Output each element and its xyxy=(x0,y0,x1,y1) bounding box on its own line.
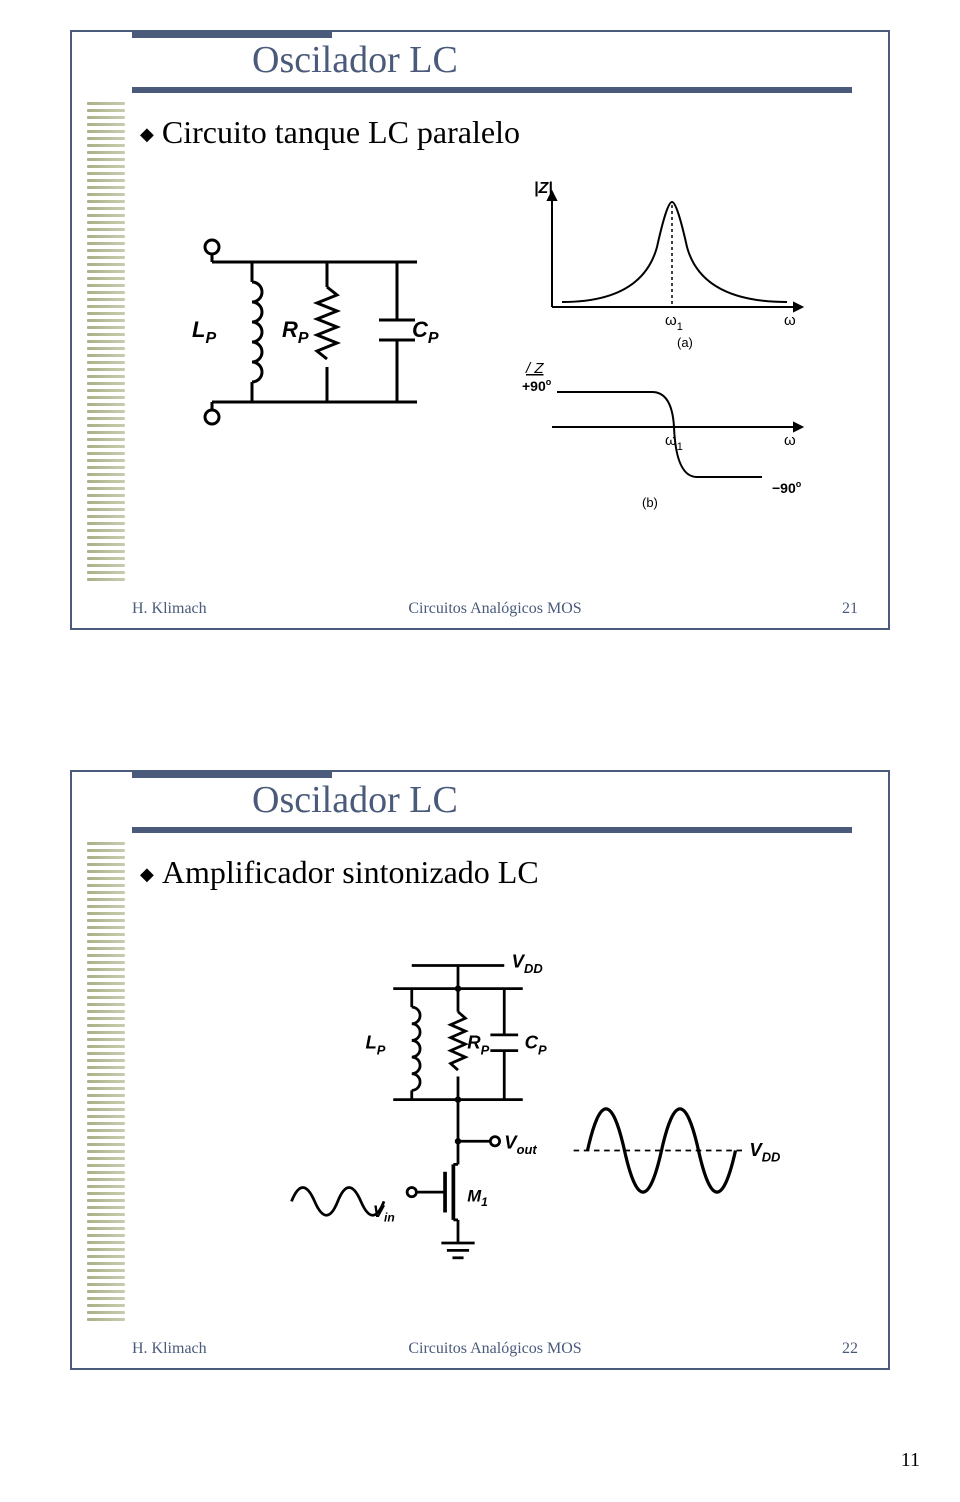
bullet-icon: ◆ xyxy=(140,124,154,145)
svg-text:ω1: ω1 xyxy=(665,432,683,453)
bullet-text: Amplificador sintonizado LC xyxy=(162,854,539,891)
side-stripes xyxy=(87,102,125,602)
bullet-item: ◆ Circuito tanque LC paralelo xyxy=(140,114,520,151)
svg-text:(a): (a) xyxy=(677,335,693,350)
bullet-text: Circuito tanque LC paralelo xyxy=(162,114,520,151)
impedance-graphs: |Z| ω1 ω (a) / Z +90o ω1 ω −90o (b) xyxy=(502,177,832,527)
svg-text:VDD: VDD xyxy=(512,950,543,976)
svg-text:ω1: ω1 xyxy=(665,312,683,333)
footer-course: Circuitos Analógicos MOS xyxy=(408,600,581,618)
lc-tank-circuit-diagram: LP RP CP xyxy=(167,222,447,442)
footer-author: H. Klimach xyxy=(132,1340,207,1358)
slide-1: Oscilador LC ◆ Circuito tanque LC xyxy=(70,30,890,630)
svg-text:RP: RP xyxy=(282,317,309,347)
title-bottom-line xyxy=(132,827,852,833)
slide-footer: H. Klimach Circuitos Analógicos MOS 22 xyxy=(132,1340,858,1358)
slide-title-bar: Oscilador LC xyxy=(72,32,888,102)
slide-footer: H. Klimach Circuitos Analógicos MOS 21 xyxy=(132,600,858,618)
svg-text:CP: CP xyxy=(412,317,439,347)
svg-text:RP: RP xyxy=(467,1032,489,1058)
slide-title: Oscilador LC xyxy=(252,38,458,82)
footer-page: 22 xyxy=(842,1340,858,1358)
phase-label: / Z xyxy=(525,360,544,377)
side-stripes xyxy=(87,842,125,1342)
svg-text:ω: ω xyxy=(784,432,796,449)
footer-course: Circuitos Analógicos MOS xyxy=(408,1340,581,1358)
svg-text:ω: ω xyxy=(784,312,796,329)
svg-text:Vout: Vout xyxy=(504,1132,537,1158)
svg-text:M1: M1 xyxy=(467,1186,488,1209)
slide-title-bar: Oscilador LC xyxy=(72,772,888,842)
bullet-item: ◆ Amplificador sintonizado LC xyxy=(140,854,539,891)
magnitude-label: |Z| xyxy=(534,180,553,197)
title-bottom-line xyxy=(132,87,852,93)
svg-text:LP: LP xyxy=(192,317,216,347)
tuned-amplifier-diagram: VDD LP RP CP Vout Vin M1 VDD xyxy=(272,947,792,1317)
svg-text:LP: LP xyxy=(366,1032,386,1058)
svg-text:+90o: +90o xyxy=(522,377,552,394)
svg-text:(b): (b) xyxy=(642,495,658,510)
svg-text:CP: CP xyxy=(525,1032,547,1058)
svg-text:−90o: −90o xyxy=(772,479,802,496)
slide-2: Oscilador LC ◆ Amplificador sinto xyxy=(70,770,890,1370)
svg-text:Vin: Vin xyxy=(373,1202,395,1225)
svg-text:VDD: VDD xyxy=(749,1139,780,1165)
bullet-icon: ◆ xyxy=(140,864,154,885)
footer-page: 21 xyxy=(842,600,858,618)
footer-author: H. Klimach xyxy=(132,600,207,618)
slide-title: Oscilador LC xyxy=(252,778,458,822)
page-number: 11 xyxy=(901,1449,920,1472)
